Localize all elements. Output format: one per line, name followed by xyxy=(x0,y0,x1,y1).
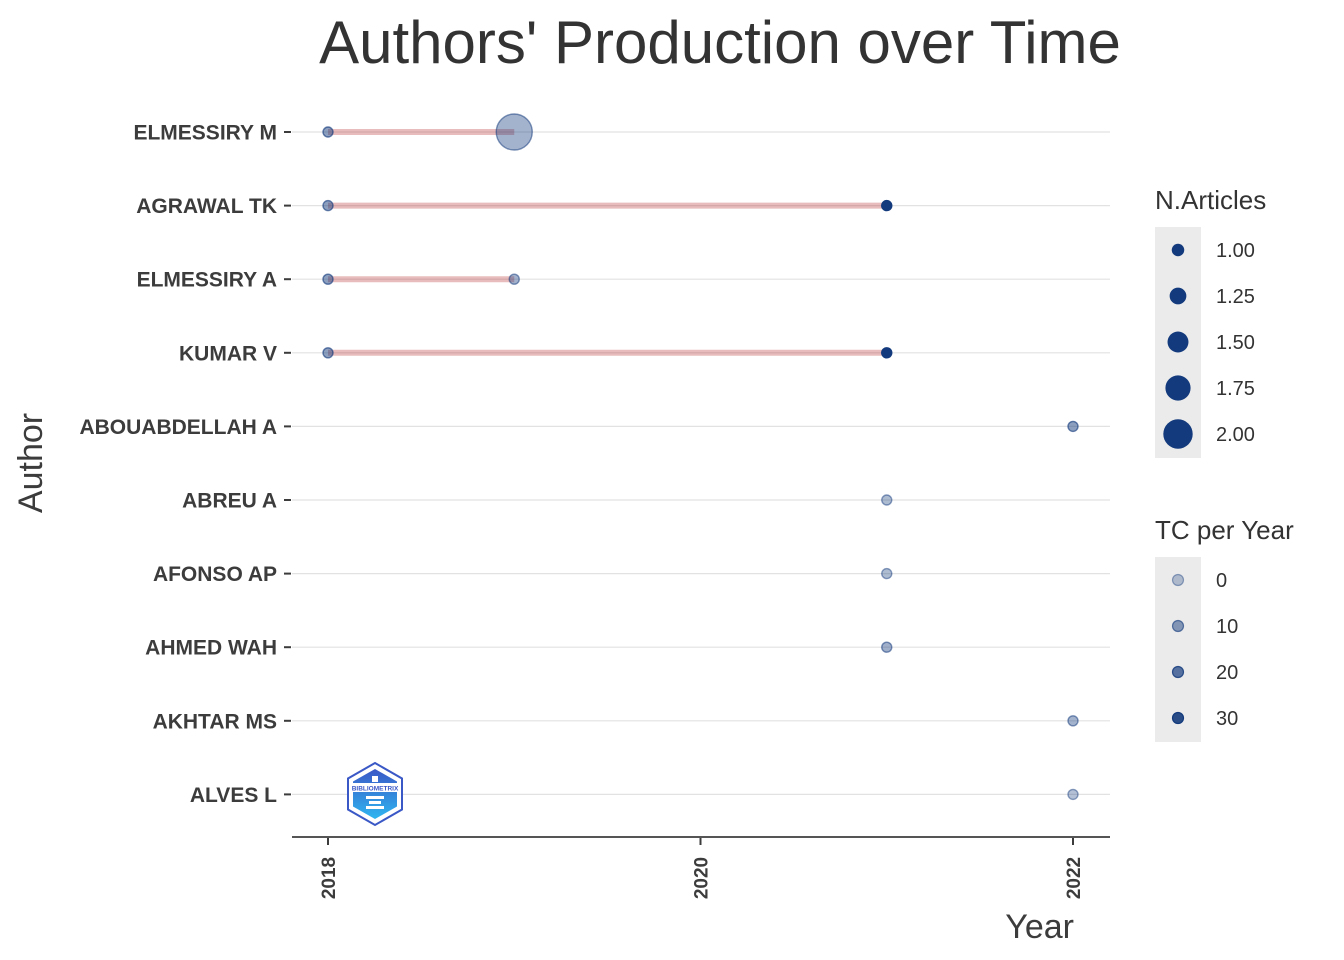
legend-size-label-1-75: 1.75 xyxy=(1216,378,1255,400)
legend-size-label-1-50: 1.50 xyxy=(1216,332,1255,354)
y-tick-label-elmessiry-m: ELMESSIRY M xyxy=(133,122,277,145)
legend-size-key-1-50 xyxy=(1167,331,1189,353)
bibliometrix-logo: BIBLIOMETRIX xyxy=(347,761,403,827)
point-elmessiry-m-2019 xyxy=(495,113,533,151)
point-kumar-v-2018 xyxy=(322,347,334,359)
point-afonso-ap-2021 xyxy=(881,567,893,580)
legend-color-label-0: 0 xyxy=(1216,570,1227,592)
point-alves-l-2022 xyxy=(1067,788,1079,801)
y-tick-label-alves-l: ALVES L xyxy=(190,784,277,807)
legend-size-label-1-00: 1.00 xyxy=(1216,240,1255,262)
timeline-layer xyxy=(328,129,887,356)
point-agrawal-tk-2018 xyxy=(322,199,334,212)
point-abreu-a-2021 xyxy=(881,494,893,506)
legend-color-key-30 xyxy=(1171,711,1185,725)
y-tick-label-agrawal-tk: AGRAWAL TK xyxy=(136,195,277,218)
chart-title: Authors' Production over Time xyxy=(319,9,1121,76)
legend-layer: N.Articles 1.00 1.25 1.50 1.75 2.00 TC per Yea… xyxy=(1155,185,1294,742)
legend-color-title: TC per Year xyxy=(1155,515,1294,545)
legend-size-title: N.Articles xyxy=(1155,185,1266,215)
x-axis-title: Year xyxy=(1005,908,1074,946)
legend-size-key-1-25 xyxy=(1169,287,1187,305)
point-abouabdellah-a-2022 xyxy=(1067,420,1079,433)
y-tick-label-akhtar-ms: AKHTAR MS xyxy=(153,710,277,733)
grid-layer xyxy=(292,131,1110,796)
legend-color-key-bg xyxy=(1155,557,1201,742)
point-elmessiry-a-2019 xyxy=(508,273,520,285)
point-elmessiry-a-2018 xyxy=(322,273,334,285)
legend-color-label-30: 30 xyxy=(1216,708,1238,730)
point-elmessiry-m-2018 xyxy=(322,126,334,138)
legend-size-label-2-00: 2.00 xyxy=(1216,424,1255,446)
legend-size-label-1-25: 1.25 xyxy=(1216,286,1255,308)
y-tick-label-afonso-ap: AFONSO AP xyxy=(153,563,277,586)
legend-color-label-20: 20 xyxy=(1216,662,1238,684)
point-kumar-v-2021 xyxy=(881,347,893,359)
legend-color-key-10 xyxy=(1171,619,1185,633)
y-tick-label-abouabdellah-a: ABOUABDELLAH A xyxy=(79,416,277,439)
x-tick-label-2022: 2022 xyxy=(1064,857,1085,899)
legend-size-key-1-00 xyxy=(1171,243,1185,257)
y-tick-label-abreu-a: ABREU A xyxy=(182,490,277,513)
point-agrawal-tk-2021 xyxy=(881,199,893,212)
points-layer xyxy=(322,113,1079,801)
legend-color-key-20 xyxy=(1171,665,1185,679)
point-akhtar-ms-2022 xyxy=(1067,715,1079,727)
axis-layer: ELMESSIRY M AGRAWAL TK ELMESSIRY A KUMAR V A… xyxy=(79,122,1110,899)
point-ahmed-wah-2021 xyxy=(881,641,893,653)
legend-size-key-1-75 xyxy=(1165,375,1191,401)
logo-wordmark: BIBLIOMETRIX xyxy=(352,786,399,793)
x-tick-label-2018: 2018 xyxy=(319,857,340,899)
y-tick-label-kumar-v: KUMAR V xyxy=(179,342,277,365)
x-tick-label-2020: 2020 xyxy=(692,857,713,899)
y-tick-label-elmessiry-a: ELMESSIRY A xyxy=(137,269,277,292)
y-tick-label-ahmed-wah: AHMED WAH xyxy=(145,637,277,660)
legend-color-label-10: 10 xyxy=(1216,616,1238,638)
legend-size-key-2-00 xyxy=(1163,419,1193,449)
legend-color-key-0 xyxy=(1171,573,1185,587)
y-axis-title: Author xyxy=(12,413,50,513)
